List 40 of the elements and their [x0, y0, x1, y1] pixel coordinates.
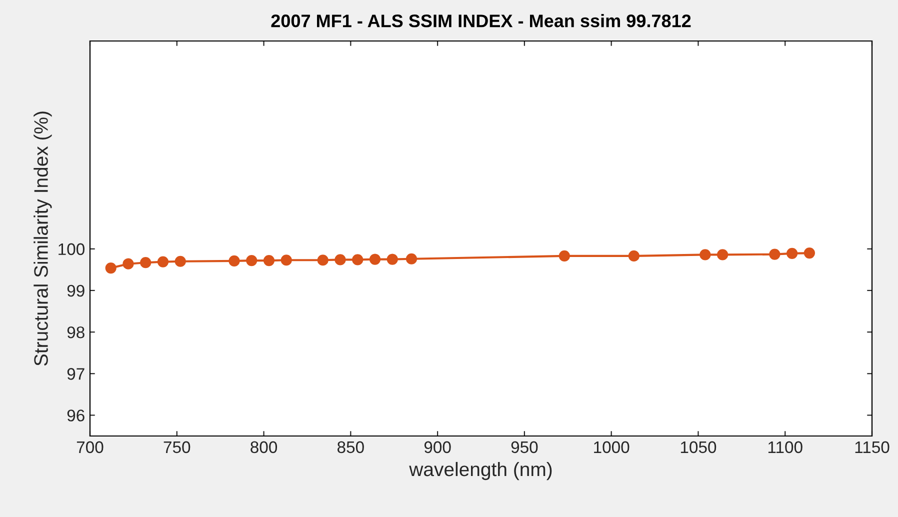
- point: [228, 255, 240, 267]
- x-tick-label: 950: [511, 441, 538, 454]
- point: [280, 254, 292, 266]
- point: [558, 250, 570, 262]
- x-tick-label: 750: [164, 441, 190, 454]
- point: [769, 248, 780, 260]
- x-tick-label: 700: [76, 441, 104, 454]
- y-tick-label: 98: [67, 326, 84, 338]
- point: [122, 258, 134, 270]
- point: [700, 249, 711, 260]
- chart-title: 2007 MF1 - ALS SSIM INDEX - Mean ssim 99.7812: [271, 14, 691, 28]
- x-tick-label: 1000: [594, 441, 630, 454]
- point: [105, 262, 116, 274]
- x-tick-label: 1050: [680, 441, 716, 454]
- point: [786, 248, 798, 260]
- y-tick-label: 97: [67, 368, 84, 380]
- x-tick-label: 800: [250, 441, 278, 454]
- point: [804, 247, 815, 259]
- y-tick-label: 96: [67, 410, 84, 422]
- point: [334, 254, 346, 266]
- point: [157, 256, 169, 268]
- y-tick-label: 100: [58, 243, 84, 256]
- point: [317, 254, 328, 266]
- x-tick-label: 900: [424, 441, 451, 454]
- point: [406, 253, 418, 264]
- x-axis-title: wavelength (nm): [409, 462, 552, 480]
- point: [628, 250, 640, 262]
- point: [716, 249, 728, 260]
- y-axis-title: Structural Similarity Index (%): [34, 112, 52, 366]
- x-tick-label: 850: [337, 441, 364, 454]
- point: [352, 254, 364, 266]
- point: [246, 254, 258, 266]
- point: [263, 254, 275, 266]
- point: [140, 257, 152, 268]
- point: [174, 256, 186, 267]
- point: [386, 254, 398, 265]
- x-tick-label: 1150: [855, 441, 890, 454]
- point: [369, 254, 381, 265]
- x-tick-label: 1100: [768, 441, 802, 454]
- y-tick-label: 99: [67, 284, 84, 297]
